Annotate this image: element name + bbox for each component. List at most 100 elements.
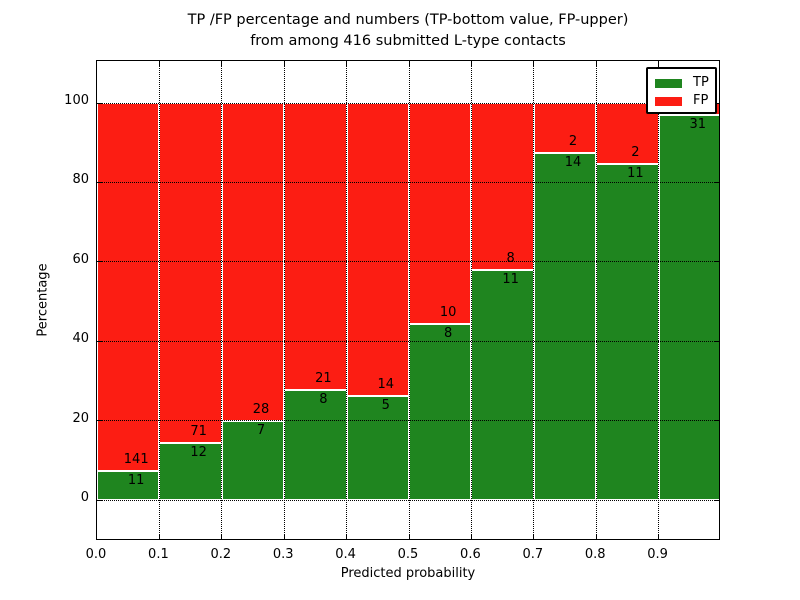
y-tick-right <box>714 181 719 183</box>
x-tick-label: 0.7 <box>522 547 544 562</box>
x-tick-bottom <box>470 534 472 539</box>
tp-bar-segment <box>409 323 472 500</box>
x-tick-bottom <box>283 534 285 539</box>
legend-label-tp: TP <box>693 75 709 90</box>
chart-title: TP /FP percentage and numbers (TP-bottom… <box>96 10 720 52</box>
fp-count-label: 10 <box>439 304 457 320</box>
fp-bar-segment <box>471 103 534 271</box>
tp-count-label: 7 <box>256 422 266 438</box>
x-axis-label: Predicted probability <box>340 566 476 581</box>
tp-count-label: 8 <box>444 325 453 341</box>
tp-bar-segment <box>221 420 285 500</box>
fp-count-label: 14 <box>377 376 395 392</box>
fp-bar-segment <box>346 103 409 396</box>
y-tick-label: 40 <box>72 331 89 347</box>
legend-label-fp: FP <box>693 93 709 108</box>
x-gridline <box>158 61 160 539</box>
tp-count-label: 11 <box>627 166 644 182</box>
fp-count-label: 141 <box>123 452 149 468</box>
tp-count-label: 14 <box>564 154 582 170</box>
y-tick-left <box>97 420 102 422</box>
y-gridline <box>97 420 719 422</box>
x-tick-label: 0.8 <box>584 547 606 562</box>
plot-area: 141117112287218145108811214211131 TP FP <box>96 60 720 540</box>
x-tick-top <box>408 61 410 66</box>
y-tick-label: 80 <box>72 172 89 188</box>
x-tick-top <box>158 61 160 66</box>
x-tick-bottom <box>158 534 160 539</box>
x-gridline <box>221 61 223 539</box>
y-gridline <box>97 102 719 104</box>
y-gridline <box>97 181 719 183</box>
x-gridline <box>408 61 410 539</box>
tp-bar-segment <box>471 270 534 500</box>
x-tick-label: 0.4 <box>335 547 356 562</box>
legend: TP FP <box>646 67 717 114</box>
x-tick-bottom <box>221 534 223 539</box>
x-tick-top <box>595 61 597 66</box>
y-tick-right <box>714 261 719 263</box>
chart-title-line2: from among 416 submitted L-type contacts <box>250 33 566 49</box>
y-tick-right <box>714 499 719 501</box>
x-tick-top <box>470 61 472 66</box>
y-tick-label: 20 <box>72 410 89 426</box>
fp-count-label: 28 <box>252 401 270 417</box>
x-tick-label: 0.2 <box>210 547 232 562</box>
y-tick-right <box>714 420 719 422</box>
tp-bar-segment <box>533 152 597 500</box>
tp-bar-segment <box>596 164 659 500</box>
y-tick-left <box>97 340 102 342</box>
tp-bar-segment <box>658 115 719 500</box>
fp-bar-segment <box>159 103 222 443</box>
fp-bar-segment <box>533 103 597 153</box>
fp-bar-segment <box>409 103 472 324</box>
tp-count-label: 12 <box>190 444 207 460</box>
y-tick-right <box>714 340 719 342</box>
fp-bar-segment <box>284 103 347 391</box>
x-tick-bottom <box>595 534 597 539</box>
x-tick-bottom <box>408 534 410 539</box>
y-tick-label: 100 <box>64 93 89 108</box>
tp-bar-segment <box>346 395 409 500</box>
legend-entry-fp: FP <box>655 92 715 110</box>
x-gridline <box>470 61 472 539</box>
y-tick-label: 0 <box>80 490 89 505</box>
fp-count-label: 21 <box>315 371 332 387</box>
y-tick-left <box>97 181 102 183</box>
tp-bar-segment <box>284 390 347 500</box>
x-tick-bottom <box>658 534 660 539</box>
x-tick-label: 0.1 <box>148 547 169 562</box>
x-tick-label: 0.3 <box>272 547 294 562</box>
tp-count-label: 8 <box>319 392 328 408</box>
y-tick-left <box>97 102 102 104</box>
x-tick-top <box>283 61 285 66</box>
x-tick-top <box>221 61 223 66</box>
fp-count-label: 8 <box>506 251 515 267</box>
x-tick-label: 0.5 <box>397 547 419 562</box>
tp-count-label: 31 <box>689 117 707 133</box>
tp-count-label: 5 <box>381 397 390 413</box>
legend-swatch-fp <box>655 96 682 106</box>
y-gridline <box>97 261 719 263</box>
x-tick-label: 0.9 <box>647 547 668 562</box>
x-gridline <box>283 61 285 539</box>
fp-count-label: 2 <box>631 145 640 161</box>
y-tick-left <box>97 261 102 263</box>
y-gridline <box>97 499 719 501</box>
y-tick-left <box>97 499 102 501</box>
x-tick-label: 0.0 <box>85 547 107 562</box>
x-gridline <box>533 61 535 539</box>
x-tick-top <box>533 61 535 66</box>
legend-entry-tp: TP <box>655 74 715 92</box>
x-gridline <box>595 61 597 539</box>
chart-title-line1: TP /FP percentage and numbers (TP-bottom… <box>187 12 629 28</box>
x-tick-bottom <box>533 534 535 539</box>
x-gridline <box>658 61 660 539</box>
tp-count-label: 11 <box>127 473 145 489</box>
x-tick-label: 0.6 <box>460 547 481 562</box>
x-tick-bottom <box>346 534 348 539</box>
x-gridline <box>346 61 348 539</box>
y-tick-label: 60 <box>72 251 89 267</box>
y-axis-label: Percentage <box>35 263 51 337</box>
